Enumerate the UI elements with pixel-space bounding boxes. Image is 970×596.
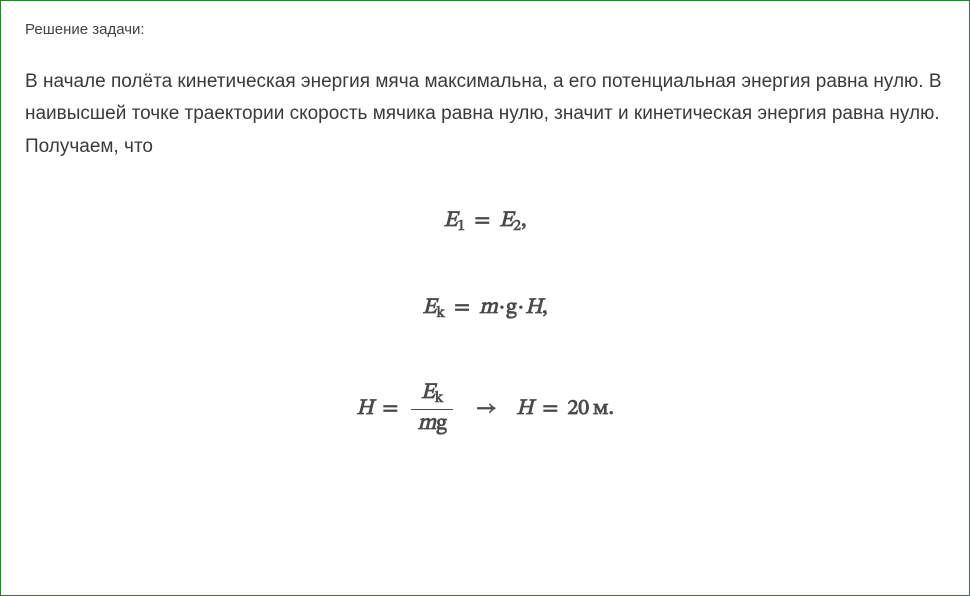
var-m: m — [479, 297, 498, 319]
comma: , — [521, 210, 526, 232]
result-value: 20 — [567, 398, 589, 420]
solution-box: Решение задачи: В начале полёта кинетиче… — [0, 0, 970, 596]
comma: , — [542, 297, 547, 319]
period: . — [608, 398, 613, 420]
var-E2-sub: 2 — [513, 218, 521, 234]
equals-sign: = — [474, 210, 490, 232]
formula-line-3: H = Ek mg → H = 20м. — [25, 381, 945, 437]
var-H: H — [525, 297, 542, 319]
dot-operator: · — [499, 297, 505, 319]
equals-sign: = — [382, 398, 398, 420]
var-g: g — [506, 297, 517, 319]
var-m: m — [417, 413, 436, 435]
var-H: H — [516, 398, 533, 420]
var-Ek-base: E — [423, 297, 437, 319]
formula-line-1: E1 = E2, — [25, 207, 945, 236]
fraction-numerator: Ek — [411, 381, 452, 410]
equals-sign: = — [542, 398, 558, 420]
dot-operator: · — [518, 297, 524, 319]
var-Ek-sub: k — [436, 305, 445, 321]
solution-heading: Решение задачи: — [25, 21, 945, 38]
solution-text: В начале полёта кинетическая энергия мяч… — [25, 66, 945, 163]
var-H: H — [356, 398, 373, 420]
var-Ek-sub: k — [435, 390, 444, 406]
fraction: Ek mg — [411, 381, 452, 437]
var-E1-sub: 1 — [457, 218, 465, 234]
var-Ek-base: E — [421, 382, 435, 404]
var-E2-base: E — [499, 210, 513, 232]
var-g: g — [436, 413, 447, 435]
result-unit: м — [593, 398, 608, 420]
formula-line-2: Ek = m·g·H, — [25, 294, 945, 323]
equals-sign: = — [454, 297, 470, 319]
arrow-icon: → — [476, 395, 497, 423]
fraction-denominator: mg — [411, 410, 452, 436]
var-E1-base: E — [444, 210, 458, 232]
